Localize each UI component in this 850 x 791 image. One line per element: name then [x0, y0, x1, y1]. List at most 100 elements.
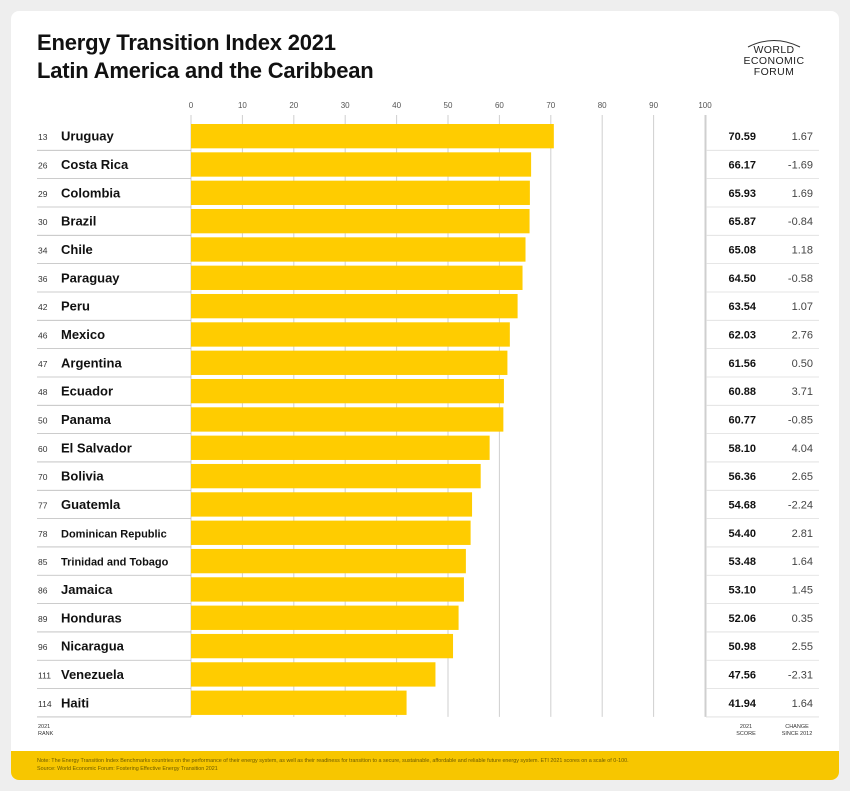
change-label: 2.55: [792, 641, 813, 653]
change-label: -2.31: [788, 669, 813, 681]
score-label: 65.93: [728, 188, 756, 200]
bar: [191, 577, 464, 602]
country-label: Trinidad and Tobago: [61, 557, 169, 569]
rank-label: 36: [38, 274, 48, 284]
bar: [191, 662, 436, 687]
x-tick-label: 90: [649, 101, 658, 110]
country-label: Guatemla: [61, 497, 121, 512]
x-tick-label: 40: [392, 101, 401, 110]
x-tick-label: 10: [238, 101, 247, 110]
rank-label: 30: [38, 217, 48, 227]
rank-label: 96: [38, 642, 48, 652]
country-label: El Salvador: [61, 440, 132, 455]
country-label: Haiti: [61, 695, 89, 710]
country-label: Nicaragua: [61, 639, 125, 654]
rank-label: 46: [38, 330, 48, 340]
change-label: -2.24: [788, 499, 813, 511]
bar: [191, 605, 459, 630]
bar: [191, 520, 471, 545]
change-label: 2.76: [792, 329, 813, 341]
score-label: 54.68: [728, 499, 756, 511]
score-label: 64.50: [728, 273, 756, 285]
change-label: 1.64: [792, 698, 813, 710]
bar: [191, 237, 526, 262]
country-label: Ecuador: [61, 384, 113, 399]
country-label: Paraguay: [61, 270, 120, 285]
rank-label: 29: [38, 189, 48, 199]
bar: [191, 322, 510, 347]
change-label: -0.58: [788, 273, 813, 285]
country-label: Mexico: [61, 327, 105, 342]
rank-label: 47: [38, 359, 48, 369]
x-tick-label: 30: [341, 101, 350, 110]
change-label: -1.69: [788, 159, 813, 171]
change-label: 0.50: [792, 358, 813, 370]
chart-card: Energy Transition Index 2021 Latin Ameri…: [11, 11, 839, 780]
change-label: -0.85: [788, 414, 813, 426]
country-label: Honduras: [61, 610, 122, 625]
rank-column-header: 2021: [38, 724, 50, 730]
change-label: 4.04: [792, 443, 813, 455]
score-column-header: 2021: [740, 724, 752, 730]
country-label: Bolivia: [61, 469, 104, 484]
footer-note: Note: The Energy Transition Index Benchm…: [11, 751, 839, 780]
score-label: 41.94: [728, 698, 756, 710]
x-tick-label: 20: [289, 101, 298, 110]
score-label: 65.87: [728, 216, 756, 228]
logo-word-3: FORUM: [753, 66, 795, 78]
rank-column-header: RANK: [38, 731, 54, 737]
country-label: Uruguay: [61, 129, 115, 144]
country-label: Dominican Republic: [61, 528, 167, 540]
rank-label: 13: [38, 132, 48, 142]
title-line-1: Energy Transition Index 2021: [37, 30, 336, 55]
country-label: Argentina: [61, 355, 122, 370]
bar: [191, 293, 518, 319]
logo-word-2: ECONOMIC: [743, 55, 805, 67]
x-tick-label: 80: [598, 101, 607, 110]
title-line-2: Latin America and the Caribbean: [37, 58, 374, 83]
rank-label: 70: [38, 472, 48, 482]
country-label: Peru: [61, 299, 90, 314]
logo-word-1: WORLD: [753, 44, 795, 56]
country-label: Venezuela: [61, 667, 125, 682]
change-column-header: SINCE 2012: [782, 731, 813, 737]
rank-label: 26: [38, 160, 48, 170]
score-label: 52.06: [728, 613, 756, 625]
rank-label: 114: [38, 699, 52, 709]
country-label: Jamaica: [61, 582, 113, 597]
score-label: 60.88: [728, 386, 756, 398]
country-label: Brazil: [61, 214, 96, 229]
score-label: 65.08: [728, 244, 756, 256]
score-label: 60.77: [728, 414, 756, 426]
country-label: Colombia: [61, 185, 121, 200]
bar: [191, 180, 530, 205]
score-label: 50.98: [728, 641, 756, 653]
bar: [191, 152, 532, 177]
chart-title: Energy Transition Index 2021 Latin Ameri…: [37, 29, 374, 85]
x-tick-label: 0: [189, 101, 194, 110]
country-label: Costa Rica: [61, 157, 129, 172]
x-tick-label: 100: [698, 101, 712, 110]
bar: [191, 265, 523, 290]
rank-label: 86: [38, 585, 48, 595]
score-column-header: SCORE: [736, 731, 756, 737]
change-label: 2.65: [792, 471, 813, 483]
wef-logo: WORLD ECONOMIC FORUM: [729, 38, 819, 78]
change-column-header: CHANGE: [785, 724, 809, 730]
bar: [191, 378, 504, 404]
change-label: 0.35: [792, 613, 813, 625]
bar: [191, 690, 407, 715]
change-label: 3.71: [792, 386, 813, 398]
bar: [191, 407, 504, 432]
change-label: 1.07: [792, 301, 813, 313]
rank-label: 85: [38, 557, 48, 567]
x-tick-label: 60: [495, 101, 504, 110]
score-label: 53.10: [728, 584, 756, 596]
x-tick-label: 70: [546, 101, 555, 110]
footer-note-text: Note: The Energy Transition Index Benchm…: [37, 758, 629, 764]
change-label: 1.69: [792, 188, 813, 200]
rank-label: 48: [38, 387, 48, 397]
x-tick-label: 50: [444, 101, 453, 110]
bar: [191, 435, 490, 460]
score-label: 47.56: [728, 669, 756, 681]
